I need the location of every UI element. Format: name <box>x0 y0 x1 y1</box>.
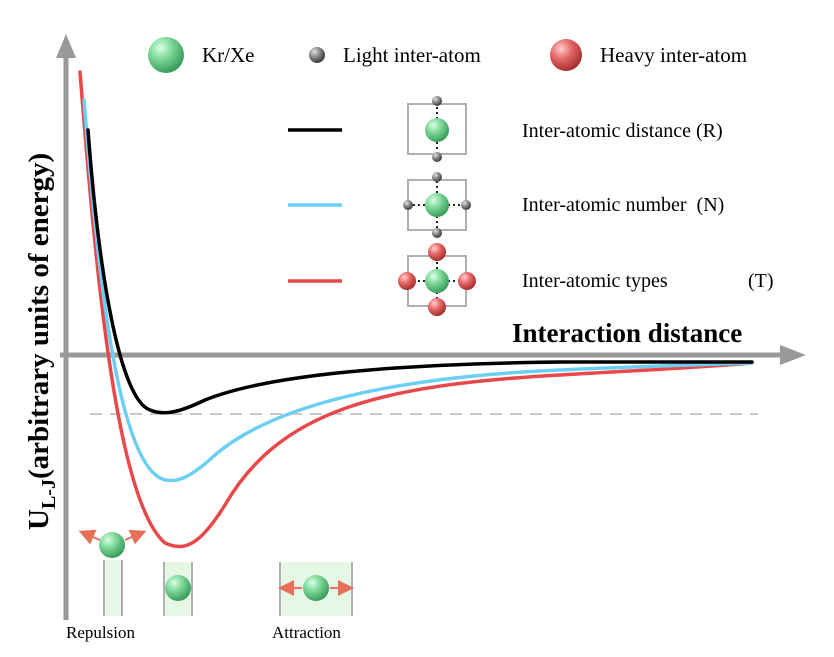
schematic-types <box>398 243 476 316</box>
equilibrium-schematic <box>163 562 193 616</box>
x-axis-label: Interaction distance <box>512 318 742 348</box>
attraction-schematic <box>278 562 354 616</box>
y-axis-arrow <box>56 34 76 58</box>
kr-xe-atom-icon <box>425 269 449 293</box>
heavy-atom-legend-label: Heavy inter-atom <box>600 43 747 67</box>
heavy-atom-icon <box>458 272 476 290</box>
kr-xe-atom-icon <box>303 575 329 601</box>
legend-label-types: Inter-atomic types <box>522 270 668 292</box>
curve-blue-number <box>82 98 754 483</box>
heavy-atom-icon <box>398 272 416 290</box>
kr-xe-legend-label: Kr/Xe <box>202 43 254 67</box>
heavy-atom-icon <box>428 298 446 316</box>
curve-black-distance <box>86 128 754 415</box>
y-axis-label-rest: (arbitrary units of energy) <box>23 153 55 479</box>
top-legend: Kr/Xe Light inter-atom Heavy inter-atom <box>148 37 747 73</box>
schematic-distance <box>407 96 467 162</box>
curve-red-types <box>78 70 754 549</box>
axes <box>56 34 806 620</box>
curve-legend: Inter-atomic distance (R) Inter-atomic n… <box>288 96 774 316</box>
light-atom-icon <box>461 200 471 210</box>
legend-label-number: Inter-atomic number (N) <box>522 194 724 216</box>
light-atom-legend-icon <box>309 47 325 63</box>
repulsion-label: Repulsion <box>66 623 135 642</box>
light-atom-icon <box>432 152 442 162</box>
kr-xe-atom-icon <box>425 193 449 217</box>
kr-xe-atom-icon <box>425 118 449 142</box>
light-atom-legend-label: Light inter-atom <box>343 43 481 67</box>
y-axis-label-main: U <box>23 509 55 530</box>
light-atom-icon <box>432 96 442 106</box>
repulsion-schematic <box>78 529 147 616</box>
heavy-atom-icon <box>428 243 446 261</box>
light-atom-icon <box>432 228 442 238</box>
kr-xe-atom-icon <box>99 532 125 558</box>
light-atom-icon <box>403 200 413 210</box>
schematic-number <box>403 172 471 238</box>
potential-curves <box>78 70 754 549</box>
light-atom-icon <box>432 172 442 182</box>
repulsion-arrow-right <box>124 529 147 545</box>
repulsion-arrow-left <box>78 529 101 545</box>
legend-label-distance: Inter-atomic distance (R) <box>522 120 723 142</box>
x-axis-arrow <box>780 345 806 365</box>
y-axis-label-sub: L-J <box>38 479 60 509</box>
attraction-label: Attraction <box>272 623 341 642</box>
y-axis-label: UL-J(arbitrary units of energy) <box>23 153 60 530</box>
kr-xe-atom-icon <box>165 575 191 601</box>
legend-label-types-suffix: (T) <box>748 270 774 292</box>
heavy-atom-legend-icon <box>550 39 582 71</box>
kr-xe-legend-icon <box>148 37 184 73</box>
